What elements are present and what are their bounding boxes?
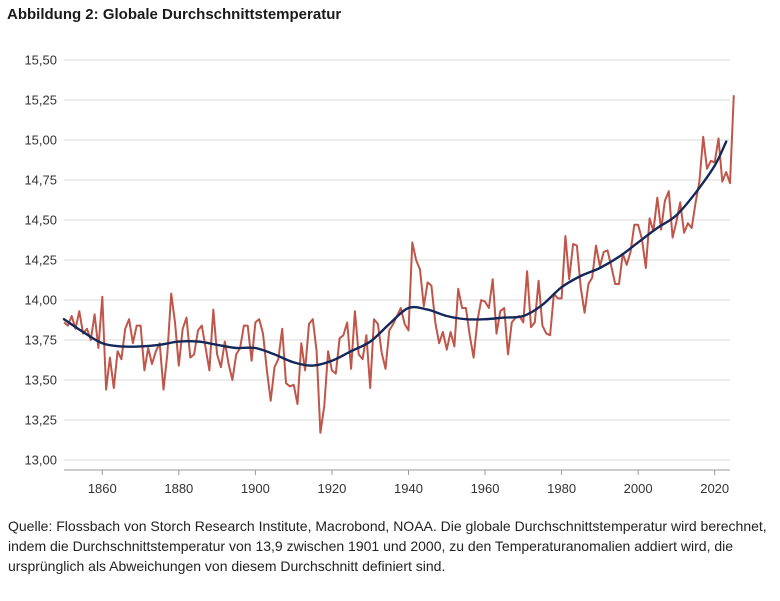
source-caption: Quelle: Flossbach von Storch Research In… — [8, 518, 767, 574]
y-tick-label: 13,50 — [24, 373, 57, 388]
y-axis-tick-labels: 13,00 13,25 13,50 13,75 14,00 14,25 14,50 14,75… — [24, 53, 57, 468]
x-axis-ticks: 1860 1880 1900 1920 1940 1960 1980 2000 2020 — [88, 470, 729, 496]
y-tick-label: 13,00 — [24, 453, 57, 468]
y-tick-label: 14,50 — [24, 213, 57, 228]
x-tick-label: 1900 — [241, 481, 270, 496]
x-tick-label: 1960 — [471, 481, 500, 496]
x-tick-label: 1860 — [88, 481, 117, 496]
y-tick-label: 13,75 — [24, 333, 57, 348]
x-tick-label: 2000 — [624, 481, 653, 496]
temperature-line-chart: 13,00 13,25 13,50 13,75 14,00 14,25 14,50 14,75… — [24, 53, 735, 496]
x-tick-label: 1880 — [164, 481, 193, 496]
figure-title: Abbildung 2: Globale Durchschnittstemper… — [7, 6, 342, 23]
y-tick-label: 15,50 — [24, 53, 57, 68]
gridlines — [64, 59, 730, 461]
y-tick-label: 15,00 — [24, 133, 57, 148]
trend-line — [62, 140, 728, 367]
annual-temperature-line — [63, 95, 735, 434]
x-tick-label: 1980 — [547, 481, 576, 496]
x-tick-label: 2020 — [700, 481, 729, 496]
y-tick-label: 14,25 — [24, 253, 57, 268]
y-tick-label: 14,75 — [24, 173, 57, 188]
x-tick-label: 1940 — [394, 481, 423, 496]
y-tick-label: 15,25 — [24, 93, 57, 108]
y-tick-label: 13,25 — [24, 413, 57, 428]
x-tick-label: 1920 — [317, 481, 346, 496]
y-tick-label: 14,00 — [24, 293, 57, 308]
